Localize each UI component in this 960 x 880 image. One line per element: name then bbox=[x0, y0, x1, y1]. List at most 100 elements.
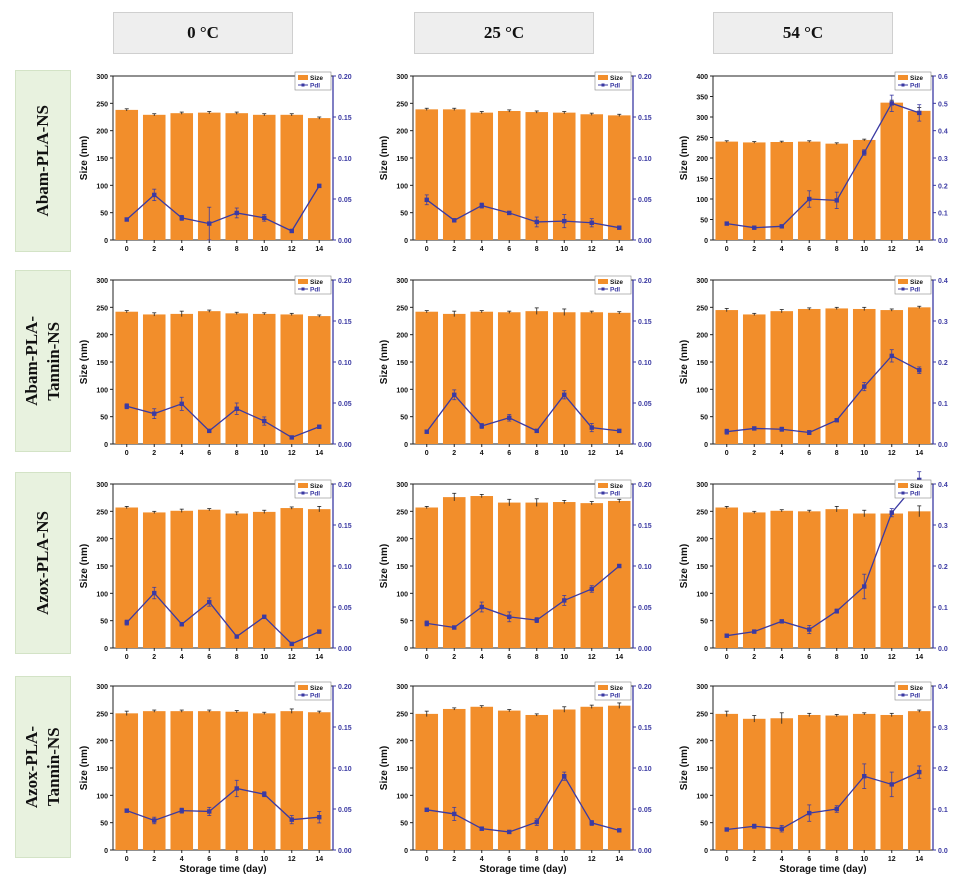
size-bar bbox=[225, 113, 249, 240]
size-bar bbox=[470, 311, 494, 444]
size-bar bbox=[797, 511, 821, 648]
y-axis-label: Size (nm) bbox=[679, 136, 690, 180]
y-tick-label: 250 bbox=[696, 711, 708, 718]
legend-pdi-label: PdI bbox=[910, 693, 920, 700]
x-tick-label: 4 bbox=[180, 654, 184, 661]
pdi-point bbox=[724, 429, 729, 434]
size-bar bbox=[225, 513, 249, 648]
pdi-line bbox=[426, 774, 620, 833]
y-tick-label: 150 bbox=[396, 564, 408, 571]
x-tick-label: 10 bbox=[560, 246, 568, 253]
legend-pdi-label: PdI bbox=[310, 83, 320, 90]
x-tick-label: 6 bbox=[807, 856, 811, 863]
y2-tick-label: 0.20 bbox=[338, 482, 352, 489]
pdi-point bbox=[124, 404, 129, 409]
x-tick-label: 12 bbox=[288, 246, 296, 253]
row-header-label: Abam-PLA- Tannin-NS bbox=[22, 316, 63, 406]
y-tick-label: 250 bbox=[96, 711, 108, 718]
x-tick-label: 14 bbox=[615, 450, 623, 457]
y2-tick-label: 0.3 bbox=[938, 725, 948, 732]
pdi-point bbox=[152, 590, 157, 596]
pdi-line bbox=[126, 787, 320, 822]
y-tick-label: 0 bbox=[404, 646, 408, 653]
legend-size-swatch bbox=[598, 685, 608, 690]
pdi-point bbox=[179, 622, 184, 627]
legend-size-swatch bbox=[898, 685, 908, 690]
x-tick-label: 0 bbox=[425, 246, 429, 253]
y-tick-label: 100 bbox=[396, 591, 408, 598]
pdi-point bbox=[589, 425, 594, 430]
x-tick-label: 10 bbox=[260, 856, 268, 863]
size-bar bbox=[525, 714, 549, 850]
y-tick-label: 100 bbox=[96, 387, 108, 394]
size-bar bbox=[197, 711, 221, 850]
pdi-point bbox=[234, 406, 239, 411]
y-tick-label: 200 bbox=[96, 739, 108, 746]
y-tick-label: 150 bbox=[396, 156, 408, 163]
x-tick-label: 12 bbox=[288, 856, 296, 863]
y2-tick-label: 0.10 bbox=[638, 564, 652, 571]
y2-tick-label: 0.15 bbox=[638, 725, 652, 732]
chart-panel: 0501001502002503003504000.00.10.20.30.40… bbox=[679, 71, 948, 253]
x-tick-label: 10 bbox=[260, 246, 268, 253]
x-tick-label: 10 bbox=[560, 654, 568, 661]
size-bar bbox=[415, 713, 439, 850]
x-tick-label: 0 bbox=[725, 856, 729, 863]
pdi-point bbox=[289, 228, 294, 234]
y2-tick-label: 0.05 bbox=[638, 807, 652, 814]
y-tick-label: 250 bbox=[696, 305, 708, 312]
x-axis-label: Storage time (day) bbox=[179, 864, 266, 875]
y-tick-label: 100 bbox=[96, 183, 108, 190]
pdi-point bbox=[589, 820, 594, 826]
size-bar bbox=[880, 102, 904, 241]
y2-tick-label: 0.20 bbox=[638, 482, 652, 489]
size-bar bbox=[497, 710, 521, 850]
pdi-point bbox=[589, 586, 594, 592]
y-tick-label: 0 bbox=[404, 442, 408, 449]
y2-tick-label: 0.10 bbox=[338, 156, 352, 163]
x-tick-label: 14 bbox=[615, 654, 623, 661]
size-bar bbox=[825, 715, 849, 850]
x-tick-label: 12 bbox=[888, 246, 896, 253]
pdi-point bbox=[289, 817, 294, 822]
legend-size-swatch bbox=[298, 75, 308, 80]
y2-tick-label: 0.00 bbox=[338, 238, 352, 245]
pdi-point bbox=[834, 806, 839, 812]
y-tick-label: 300 bbox=[396, 278, 408, 285]
size-bar bbox=[852, 308, 876, 444]
y-tick-label: 100 bbox=[696, 387, 708, 394]
pdi-line bbox=[126, 592, 320, 645]
y-tick-label: 0 bbox=[104, 442, 108, 449]
legend-size-label: Size bbox=[910, 685, 923, 692]
y-tick-label: 50 bbox=[400, 211, 408, 218]
pdi-point bbox=[317, 629, 322, 634]
y2-tick-label: 0.15 bbox=[338, 523, 352, 530]
pdi-point bbox=[752, 426, 757, 431]
y2-tick-label: 0.20 bbox=[638, 278, 652, 285]
y-tick-label: 0 bbox=[704, 646, 708, 653]
size-bar bbox=[470, 112, 494, 240]
pdi-line bbox=[426, 565, 620, 629]
legend-size-swatch bbox=[298, 483, 308, 488]
x-tick-label: 6 bbox=[807, 450, 811, 457]
y-tick-label: 50 bbox=[700, 821, 708, 828]
size-bar bbox=[525, 502, 549, 648]
x-tick-label: 8 bbox=[535, 450, 539, 457]
size-bar bbox=[607, 115, 631, 240]
y2-tick-label: 0.3 bbox=[938, 156, 948, 163]
y-tick-label: 150 bbox=[96, 766, 108, 773]
pdi-point bbox=[617, 428, 622, 434]
legend-pdi-label: PdI bbox=[310, 491, 320, 498]
size-bar bbox=[497, 110, 521, 240]
x-tick-label: 14 bbox=[315, 856, 323, 863]
y2-tick-label: 0.2 bbox=[938, 564, 948, 571]
chart-panel: 0501001502002503000.000.050.100.150.20Si… bbox=[379, 275, 652, 457]
x-tick-label: 2 bbox=[752, 246, 756, 253]
pdi-point bbox=[424, 429, 429, 434]
x-tick-label: 2 bbox=[752, 856, 756, 863]
legend-size-label: Size bbox=[610, 685, 623, 692]
x-tick-label: 0 bbox=[425, 450, 429, 457]
x-tick-label: 8 bbox=[835, 654, 839, 661]
y-tick-label: 0 bbox=[104, 238, 108, 245]
y2-tick-label: 0.10 bbox=[338, 766, 352, 773]
